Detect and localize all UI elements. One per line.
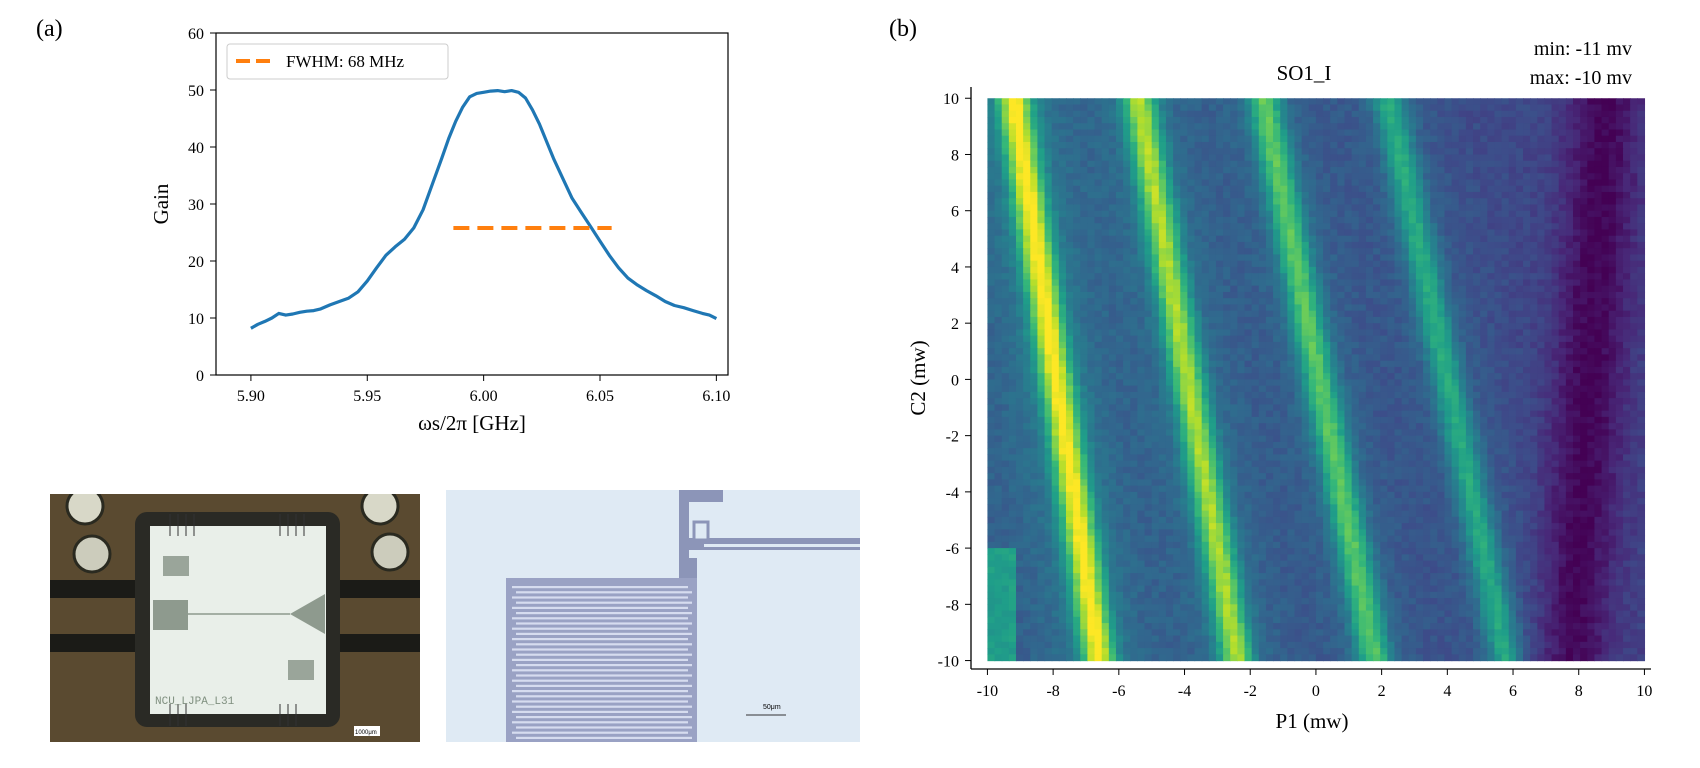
heatmap-x-tick-label: -2 xyxy=(1244,683,1257,700)
heatmap-max-annotation: max: -10 mv xyxy=(1530,67,1632,89)
heatmap-x-tick-label: 0 xyxy=(1312,683,1320,700)
y-tick-label: 0 xyxy=(196,368,204,385)
legend-box xyxy=(226,43,449,80)
x-tick-label: 6.05 xyxy=(586,388,614,405)
heatmap-x-tick-label: -6 xyxy=(1112,683,1125,700)
heatmap-y-tick-label: 4 xyxy=(951,260,959,277)
chip-micrograph: NCU_LJPA_L31 1000μm xyxy=(50,494,420,742)
heatmap-y-tick-label: -2 xyxy=(946,429,959,446)
x-tick-label: 6.10 xyxy=(702,388,730,405)
heatmap-y-tick-label: -4 xyxy=(946,485,959,502)
heatmap-y-tick-label: 6 xyxy=(951,204,959,221)
heatmap-y-tick-label: 10 xyxy=(943,91,959,108)
heatmap-y-tick-label: 2 xyxy=(951,316,959,333)
heatmap-x-tick-label: -8 xyxy=(1046,683,1059,700)
heatmap-x-tick-label: 6 xyxy=(1509,683,1517,700)
heatmap-y-tick-label: -6 xyxy=(946,541,959,558)
x-tick-label: 5.95 xyxy=(353,388,381,405)
heatmap-x-axis-title: P1 (mw) xyxy=(1276,709,1349,733)
chip-scalebar: 1000μm xyxy=(355,730,377,736)
heatmap-min-annotation: min: -11 mv xyxy=(1534,38,1632,60)
heatmap-y-tick-label: 0 xyxy=(951,372,959,389)
y-tick-label: 30 xyxy=(188,197,204,214)
heatmap-x-tick-label: 4 xyxy=(1443,683,1451,700)
panel-label-a: (a) xyxy=(36,16,63,42)
y-tick-label: 40 xyxy=(188,140,204,157)
resonator-micrograph-image: 50μm xyxy=(446,490,860,742)
heatmap-y-tick-label: -10 xyxy=(938,654,959,671)
heatmap-x-tick-label: 8 xyxy=(1575,683,1583,700)
panel-label-b: (b) xyxy=(889,16,917,42)
gain-series-line xyxy=(250,88,718,330)
heatmap-y-axis-title: C2 (mw) xyxy=(906,340,930,415)
heatmap-x-tick-label: -10 xyxy=(977,683,998,700)
y-tick-label: 50 xyxy=(188,83,204,100)
chip-micrograph-image: NCU_LJPA_L31 1000μm xyxy=(50,494,420,742)
legend-label: FWHM: 68 MHz xyxy=(286,52,405,71)
gain-line-chart: 5.90 5.95 6.00 6.05 6.10 0 10 20 30 40 50 60 FWHM:… xyxy=(149,26,730,435)
x-tick-label: 6.00 xyxy=(470,388,498,405)
y-tick-label: 20 xyxy=(188,254,204,271)
heatmap-x-tick-label: 10 xyxy=(1636,683,1652,700)
heatmap-x-tick-label: 2 xyxy=(1378,683,1386,700)
resonator-scalebar: 50μm xyxy=(763,704,781,711)
heatmap-y-tick-label: 8 xyxy=(951,147,959,164)
heatmap-title: SO1_I xyxy=(1277,61,1332,85)
y-axis-title: Gain xyxy=(149,183,173,224)
x-tick-label: 5.90 xyxy=(237,388,265,405)
resonator-micrograph: 50μm xyxy=(446,490,860,742)
heatmap-x-tick-label: -4 xyxy=(1178,683,1191,700)
heatmap-y-tick-label: -8 xyxy=(946,597,959,614)
chip-label-text: NCU_LJPA_L31 xyxy=(155,696,235,708)
y-tick-label: 10 xyxy=(188,311,204,328)
heatmap-cells xyxy=(987,98,1646,662)
legend: FWHM: 68 MHz xyxy=(226,43,449,80)
x-axis-title: ωs/2π [GHz] xyxy=(418,411,526,435)
y-tick-label: 60 xyxy=(188,26,204,43)
